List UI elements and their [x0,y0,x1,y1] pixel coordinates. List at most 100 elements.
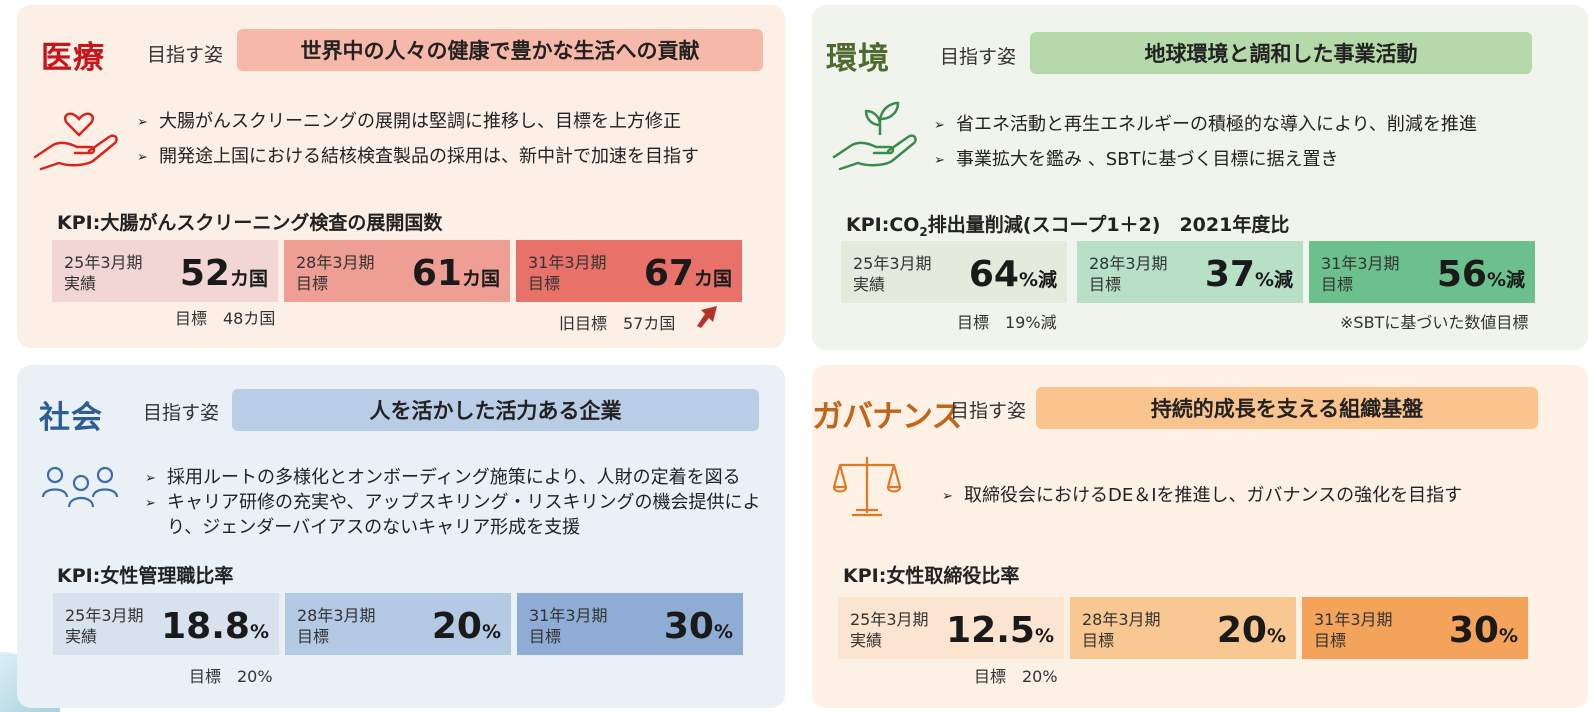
box-period: 28年3月期 [1082,610,1161,629]
box-period: 25年3月期 [65,606,144,625]
kpi-label: KPI:CO2排出量削減(スコープ1＋2) 2021年度比 [846,210,1289,239]
kpi-box-fy28: 28年3月期 目標 37%減 [1077,241,1303,303]
kpi-box-fy31: 31年3月期 目標 67カ国 [516,240,742,302]
box-value: 12.5 [946,610,1035,651]
box-value: 61 [411,253,462,294]
box-kind: 目標 [1082,631,1115,650]
kpi-box-fy25: 25年3月期 実績 12.5% [838,597,1064,659]
box-kind: 実績 [64,274,97,293]
aim-label: 目指す姿 [950,400,1027,422]
section-title: ガバナンス [812,399,962,435]
kpi-box-fy31: 31年3月期 目標 56%減 [1309,241,1535,303]
box-period: 25年3月期 [850,610,929,629]
kpi-box-fy28: 28年3月期 目標 20% [285,593,511,655]
box-unit: カ国 [461,268,500,290]
box-kind: 目標 [528,274,561,293]
aim-banner: 地球環境と調和した事業活動 [1030,32,1532,74]
box-kind: 目標 [1321,275,1354,294]
section-title: 環境 [826,41,890,77]
box-period: 31年3月期 [529,606,608,625]
box-unit: % [1498,625,1518,647]
box-value: 30 [1448,610,1499,651]
bullet-item: 事業拡大を鑑み 、SBTに基づく目標に据え置き [934,147,1564,173]
kpi-box-fy25: 25年3月期 実績 52カ国 [52,240,278,302]
aim-banner: 持続的成長を支える組織基盤 [1036,387,1538,429]
box-kind: 目標 [297,627,330,646]
kpi-subscript: 2 [919,224,928,239]
prior-target-note: 目標 20% [974,667,1058,686]
kpi-suffix: 排出量削減(スコープ1＋2) 2021年度比 [927,214,1290,236]
box-unit: % [713,621,733,643]
box-unit: % [1034,625,1054,647]
kpi-box-fy28: 28年3月期 目標 61カ国 [284,240,510,302]
scales-icon [832,457,902,517]
box-period: 25年3月期 [64,253,143,272]
box-kind: 実績 [853,275,886,294]
plant-hand-icon [832,101,917,171]
box-period: 28年3月期 [296,253,375,272]
box-unit: % [481,621,501,643]
prior-target-note: 目標 48カ国 [175,309,276,328]
heart-hand-icon [33,112,118,171]
bullet-item: キャリア研修の充実や、アップスキリング・リスキリングの機会提供により、ジェンダー… [145,490,765,540]
box-unit: %減 [1486,269,1525,291]
bullet-item: 採用ルートの多様化とオンボーディング施策により、人財の定着を図る [145,465,765,491]
section-title: 社会 [39,400,103,436]
up-arrow-icon [697,306,717,328]
box-kind: 実績 [65,627,98,646]
box-kind: 目標 [1314,631,1347,650]
box-unit: カ国 [693,268,732,290]
box-unit: %減 [1254,269,1293,291]
box-value: 52 [179,253,230,294]
bullet-item: 開発途上国における結核検査製品の採用は、新中計で加速を目指す [137,144,757,170]
bullet-item: 省エネ活動と再生エネルギーの積極的な導入により、削減を推進 [934,112,1564,138]
box-value: 64 [968,254,1019,295]
box-period: 28年3月期 [297,606,376,625]
box-unit: %減 [1018,269,1057,291]
bullet-item: 取締役会におけるDE＆Iを推進し、ガバナンスの強化を目指す [942,483,1562,509]
bullet-item: 大腸がんスクリーニングの展開は堅調に推移し、目標を上方修正 [137,109,757,135]
kpi-prefix: KPI:CO [846,214,920,236]
prior-target-note: 目標 19%減 [957,313,1057,332]
aim-label: 目指す姿 [143,402,220,424]
box-value: 67 [643,253,694,294]
box-value: 20 [1216,610,1267,651]
sbt-note: ※SBTに基づいた数値目標 [1340,313,1529,332]
box-value: 20 [431,606,482,647]
box-value: 18.8 [161,606,250,647]
box-period: 31年3月期 [1321,254,1400,273]
prior-target-note: 目標 20% [189,667,273,686]
kpi-box-fy25: 25年3月期 実績 64%減 [841,241,1067,303]
box-period: 31年3月期 [1314,610,1393,629]
box-kind: 目標 [529,627,562,646]
aim-label: 目指す姿 [940,46,1017,68]
box-kind: 目標 [1089,275,1122,294]
box-value: 37 [1204,254,1255,295]
box-unit: % [249,621,269,643]
aim-label: 目指す姿 [147,44,224,66]
box-value: 30 [663,606,714,647]
kpi-box-fy28: 28年3月期 目標 20% [1070,597,1296,659]
kpi-label: KPI:大腸がんスクリーニング検査の展開国数 [57,212,443,234]
box-kind: 実績 [850,631,883,650]
medical-panel: 医療 目指す姿 世界中の人々の健康で豊かな生活への貢献 大腸がんスクリーニングの… [17,5,785,348]
box-value: 56 [1436,254,1487,295]
governance-panel: ガバナンス 目指す姿 持続的成長を支える組織基盤 取締役会におけるDE＆Iを推進… [812,365,1588,708]
box-period: 31年3月期 [528,253,607,272]
people-icon [41,466,119,508]
box-period: 25年3月期 [853,254,932,273]
kpi-box-fy25: 25年3月期 実績 18.8% [53,593,279,655]
environment-panel: 環境 目指す姿 地球環境と調和した事業活動 省エネ活動と再生エネルギーの積極的な… [812,5,1588,350]
kpi-label: KPI:女性管理職比率 [57,565,234,587]
aim-banner: 世界中の人々の健康で豊かな生活への貢献 [237,29,763,71]
kpi-label: KPI:女性取締役比率 [843,565,1020,587]
old-target-note: 旧目標 57カ国 [559,314,676,333]
box-unit: カ国 [229,268,268,290]
aim-banner: 人を活かした活力ある企業 [232,389,759,431]
box-kind: 目標 [296,274,329,293]
box-period: 28年3月期 [1089,254,1168,273]
box-unit: % [1266,625,1286,647]
section-title: 医療 [41,40,105,76]
society-panel: 社会 目指す姿 人を活かした活力ある企業 採用ルートの多様化とオンボーディング施… [17,365,785,708]
kpi-box-fy31: 31年3月期 目標 30% [1302,597,1528,659]
